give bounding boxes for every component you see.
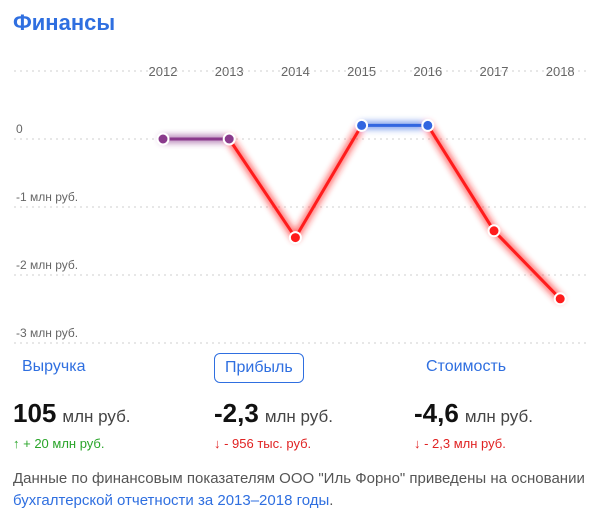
x-tick-label: 2013 <box>215 64 244 79</box>
data-point <box>553 292 567 306</box>
tab-profit[interactable]: Прибыль <box>214 353 304 383</box>
y-tick-label: -3 млн руб. <box>16 326 78 340</box>
x-tick-label: 2016 <box>413 64 442 79</box>
profit-unit: млн руб. <box>264 407 333 426</box>
series-segment <box>227 137 297 240</box>
footnote-end: . <box>329 492 334 509</box>
profit-metric: -2,3 млн руб. <box>214 398 333 429</box>
x-tick-label: 2017 <box>480 64 509 79</box>
value-value: -4,6 <box>414 398 459 428</box>
x-tick-label: 2015 <box>347 64 376 79</box>
revenue-metric: 105 млн руб. <box>13 398 131 429</box>
series-segment <box>492 229 562 301</box>
data-point <box>487 224 501 238</box>
profit-value: -2,3 <box>214 398 259 428</box>
y-tick-label: -2 млн руб. <box>16 258 78 272</box>
series-segment <box>426 123 496 233</box>
value-unit: млн руб. <box>464 407 533 426</box>
series-segment <box>293 123 364 240</box>
data-point <box>421 118 435 132</box>
revenue-change: ↑ + 20 млн руб. <box>13 436 105 451</box>
tab-value[interactable]: Стоимость <box>426 358 507 375</box>
data-point <box>222 132 236 146</box>
x-tick-label: 2012 <box>149 64 178 79</box>
profit-change: ↓ - 956 тыс. руб. <box>214 436 312 451</box>
x-tick-label: 2018 <box>546 64 575 79</box>
revenue-unit: млн руб. <box>62 407 131 426</box>
value-change: ↓ - 2,3 млн руб. <box>414 436 506 451</box>
data-point <box>355 118 369 132</box>
data-point <box>156 132 170 146</box>
x-tick-label: 2014 <box>281 64 310 79</box>
tab-revenue[interactable]: Выручка <box>22 358 86 375</box>
page-title: Финансы <box>13 10 116 35</box>
profit-line-chart: 0 -1 млн руб. -2 млн руб. -3 млн руб. 2012 2… <box>14 64 590 344</box>
footnote: Данные по финансовым показателям ООО "Ил… <box>13 468 593 512</box>
footnote-text: Данные по финансовым показателям ООО "Ил… <box>13 470 585 487</box>
y-tick-label: -1 млн руб. <box>16 190 78 204</box>
data-point <box>288 231 302 245</box>
revenue-value: 105 <box>13 398 57 428</box>
footnote-link[interactable]: бухгалтерской отчетности за 2013–2018 го… <box>13 492 330 509</box>
y-tick-label: 0 <box>16 122 23 136</box>
value-metric: -4,6 млн руб. <box>414 398 533 429</box>
